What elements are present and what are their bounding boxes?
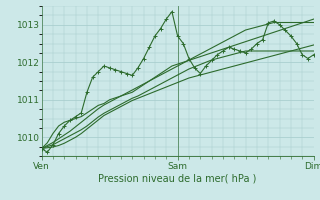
X-axis label: Pression niveau de la mer( hPa ): Pression niveau de la mer( hPa ) [99,173,257,183]
